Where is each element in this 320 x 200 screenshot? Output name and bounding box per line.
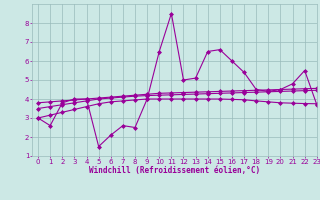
X-axis label: Windchill (Refroidissement éolien,°C): Windchill (Refroidissement éolien,°C) (89, 166, 260, 175)
